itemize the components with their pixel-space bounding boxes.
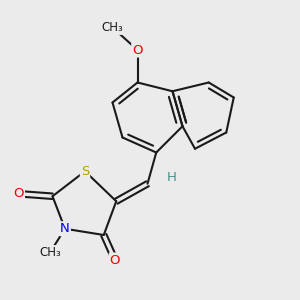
Text: H: H <box>166 171 176 184</box>
Text: O: O <box>110 254 120 266</box>
Text: N: N <box>60 222 70 235</box>
Text: S: S <box>81 165 89 178</box>
Text: CH₃: CH₃ <box>39 246 61 259</box>
Text: O: O <box>132 44 143 56</box>
Text: CH₃: CH₃ <box>102 21 123 34</box>
Text: O: O <box>14 187 24 200</box>
